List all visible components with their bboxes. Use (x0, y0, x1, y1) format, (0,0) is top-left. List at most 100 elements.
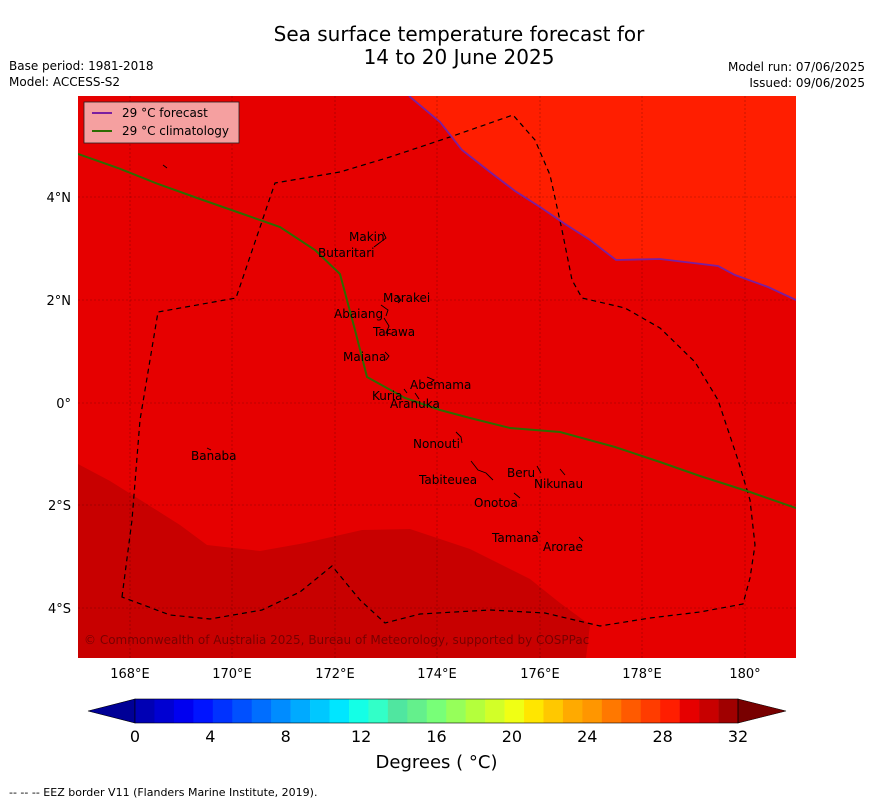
colorbar-bin (426, 699, 447, 723)
colorbar-tick-label: 28 (652, 727, 673, 746)
island-label: Makin (349, 230, 385, 244)
colorbar-bin (173, 699, 194, 723)
island-label: Beru (507, 466, 535, 480)
x-tick-label: 172°E (315, 667, 355, 682)
island-nonouti-shape (455, 431, 463, 444)
x-tick-label: 168°E (110, 667, 150, 682)
footer-note: -- -- -- EEZ border V11 (Flanders Marine… (9, 786, 318, 799)
y-tick-label: 2°N (47, 294, 72, 309)
island-label: Abemama (410, 378, 471, 392)
x-tick-label: 176°E (520, 667, 560, 682)
colorbar-tick-label: 20 (501, 727, 523, 746)
sst-field-29 (409, 96, 796, 300)
island-label: Nonouti (413, 437, 460, 451)
legend-climatology-label: 29 °C climatology (122, 124, 229, 138)
y-tick-label: 4°S (48, 602, 71, 617)
colorbar-tick-label: 0 (129, 727, 141, 746)
island-tamana-shape (536, 530, 541, 535)
island-label: Aranuka (390, 397, 440, 411)
colorbar-bin (348, 699, 369, 723)
small-island-shape (162, 164, 168, 169)
colorbar-bin (504, 699, 525, 723)
island-label: Maiana (343, 350, 386, 364)
island-label: Abaiang (334, 307, 383, 321)
island-label: Onotoa (474, 496, 518, 510)
legend: 29 °C forecast 29 °C climatology (83, 101, 240, 144)
colorbar-bin (387, 699, 408, 723)
colorbar-bin (660, 699, 680, 723)
colorbar-bin (465, 699, 486, 723)
y-tick-label: 4°N (47, 191, 72, 206)
colorbar-tick-label: 8 (280, 727, 291, 746)
x-tick-label: 180° (729, 667, 760, 682)
island-label: Tamana (491, 531, 539, 545)
legend-box (83, 101, 240, 144)
colorbar-bin (524, 699, 544, 723)
colorbar-tick-label: 16 (426, 727, 447, 746)
colorbar-bin (290, 699, 311, 723)
issued-date: Issued: 09/06/2025 (749, 76, 865, 90)
eez-border (121, 114, 756, 627)
sst-field-31 (78, 464, 590, 658)
colorbar-bin (193, 699, 214, 723)
island-label: Kuria (372, 389, 403, 403)
colorbar-bin (154, 699, 175, 723)
island-label: Marakei (383, 291, 430, 305)
colorbar-bin (640, 699, 661, 723)
island-label: Tabiteuea (418, 473, 477, 487)
title-line-1: Sea surface temperature forecast for (273, 22, 645, 46)
colorbar-bin (718, 699, 739, 723)
colorbar-bin (485, 699, 505, 723)
x-tick-label: 170°E (212, 667, 252, 682)
island-label: Tarawa (372, 325, 415, 339)
colorbar-tick-label: 24 (577, 727, 598, 746)
colorbar-title: Degrees ( °C) (375, 752, 498, 773)
island-arorae-shape (578, 536, 584, 542)
colorbar-bin (271, 699, 291, 723)
copyright-text: © Commonwealth of Australia 2025, Bureau… (84, 633, 589, 647)
island-onotoa-shape (513, 492, 521, 499)
colorbar (87, 698, 787, 724)
island-aranuka-shape (414, 392, 420, 400)
island-abemama-shape (426, 376, 435, 384)
base-period: Base period: 1981-2018 (9, 59, 154, 73)
island-nikunau-shape (559, 468, 566, 476)
island-maiana-shape (384, 351, 390, 361)
colorbar-bin (562, 699, 583, 723)
x-tick-label: 174°E (417, 667, 457, 682)
climatology-29c-contour (78, 153, 796, 509)
colorbar-bin (543, 699, 564, 723)
model-run: Model run: 07/06/2025 (727, 60, 865, 74)
colorbar-bin (329, 699, 350, 723)
meta-left: Base period: 1981-2018 Model: ACCESS-S2 (9, 58, 154, 90)
colorbar-bin (212, 699, 233, 723)
island-label: Banaba (191, 449, 237, 463)
island-label: Arorae (543, 540, 583, 554)
colorbar-extend-low (87, 698, 136, 724)
y-tick-label: 0° (56, 397, 71, 412)
title-line-2: 14 to 20 June 2025 (363, 45, 555, 69)
legend-forecast-label: 29 °C forecast (122, 106, 208, 120)
colorbar-extend-high (737, 698, 787, 724)
colorbar-bin (582, 699, 603, 723)
island-kuria-shape (403, 388, 408, 394)
colorbar-tick-label: 32 (727, 727, 749, 746)
y-tick-label: 2°S (48, 499, 71, 514)
colorbar-bin (601, 699, 622, 723)
island-label: Butaritari (318, 246, 375, 260)
colorbar-frame (134, 698, 739, 724)
island-tarawa-shape (383, 317, 392, 335)
island-banaba-shape (206, 447, 212, 451)
colorbar-bin (310, 699, 330, 723)
colorbar-bin (679, 699, 700, 723)
colorbar-bin (446, 699, 466, 723)
colorbar-bin (407, 699, 428, 723)
forecast-29c-contour (408, 96, 796, 301)
model-name: Model: ACCESS-S2 (9, 75, 121, 89)
island-tabiteuea-shape (470, 460, 494, 481)
island-makin-shape (373, 231, 387, 248)
island-marakei-shape (396, 295, 402, 304)
colorbar-bin (251, 699, 272, 723)
meta-right: Model run: 07/06/2025 Issued: 09/06/2025 (728, 59, 865, 91)
